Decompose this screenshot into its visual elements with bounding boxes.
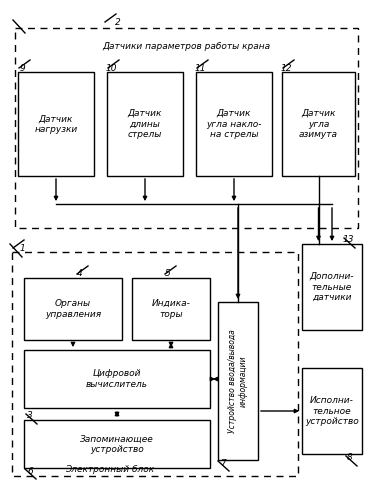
Text: Цифровой
вычислитель: Цифровой вычислитель [86,369,148,389]
Bar [302,244,362,330]
Bar [132,278,210,340]
Bar [24,278,122,340]
Bar [302,368,362,454]
Bar [218,302,258,460]
Text: Индика-
торы: Индика- торы [152,299,190,319]
Text: 6: 6 [27,468,33,477]
Text: Исполни-
тельное
устройство: Исполни- тельное устройство [305,396,359,426]
Text: Датчик
угла накло-
на стрелы: Датчик угла накло- на стрелы [206,109,262,139]
Bar [24,420,210,468]
Bar [18,72,94,176]
Text: 2: 2 [115,17,121,26]
Text: Органы
управления: Органы управления [45,299,101,319]
Text: 9: 9 [19,63,25,72]
Text: 11: 11 [194,63,206,72]
Bar [282,72,355,176]
Text: 8: 8 [347,454,353,463]
Text: 10: 10 [105,63,117,72]
Bar [24,350,210,408]
Bar [107,72,183,176]
Text: 1: 1 [19,244,25,252]
Text: Датчик
длины
стрелы: Датчик длины стрелы [128,109,162,139]
Text: 4: 4 [77,269,83,278]
Text: Запоминающее
устройство: Запоминающее устройство [80,434,154,454]
Text: Устройство ввода/вывода
информации: Устройство ввода/вывода информации [228,329,248,433]
Text: 7: 7 [220,460,226,469]
Text: 12: 12 [280,63,292,72]
Text: Датчик
нагрузки: Датчик нагрузки [34,114,78,134]
Text: Электронный блок: Электронный блок [65,466,154,475]
Text: Дополни-
тельные
датчики: Дополни- тельные датчики [310,272,354,302]
Bar [12,252,298,476]
Text: Датчик
угла
азимута: Датчик угла азимута [299,109,338,139]
Bar [196,72,272,176]
Text: Датчики параметров работы крана: Датчики параметров работы крана [102,41,270,50]
Text: 5: 5 [165,269,171,278]
Bar [15,28,358,228]
Text: 13: 13 [342,236,354,245]
Text: 3: 3 [27,412,33,421]
